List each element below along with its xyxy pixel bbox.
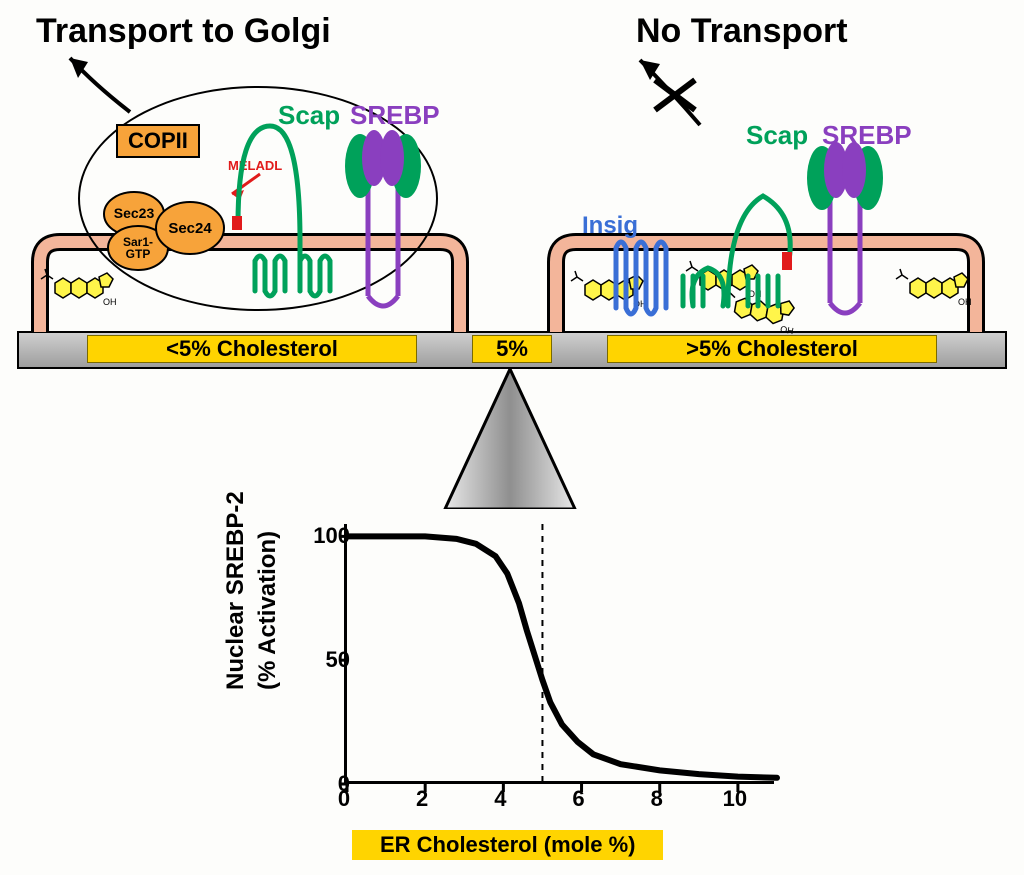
beam-center-label: 5% xyxy=(472,335,552,363)
beam-left-label: <5% Cholesterol xyxy=(87,335,417,363)
title-right: No Transport xyxy=(636,12,848,51)
balance-fulcrum xyxy=(440,369,580,509)
beam-right-label: >5% Cholesterol xyxy=(607,335,937,363)
srebp-left xyxy=(338,116,438,316)
srebp-label-right: SREBP xyxy=(822,120,912,151)
scap-right xyxy=(668,156,808,321)
chart-plot-area xyxy=(344,524,774,784)
srebp-label-left: SREBP xyxy=(350,100,440,131)
insig-label: Insig xyxy=(582,212,638,240)
title-left: Transport to Golgi xyxy=(36,12,331,51)
chart-ylabel-2: (% Activation) xyxy=(254,531,282,690)
chart-ylabel-1: Nuclear SREBP-2 xyxy=(222,491,250,690)
chart-xlabel: ER Cholesterol (mole %) xyxy=(352,830,663,860)
scap-left xyxy=(230,106,350,316)
copii-tag: COPII xyxy=(116,124,200,158)
scap-label-left: Scap xyxy=(278,100,340,131)
balance-beam: <5% Cholesterol 5% >5% Cholesterol xyxy=(17,331,1007,369)
svg-text:Sec24: Sec24 xyxy=(168,220,212,237)
svg-text:Sec23: Sec23 xyxy=(114,205,155,221)
scap-label-right: Scap xyxy=(746,120,808,151)
activation-chart: Nuclear SREBP-2 (% Activation) ER Choles… xyxy=(232,520,792,860)
svg-text:GTP: GTP xyxy=(126,247,151,261)
srebp-right xyxy=(800,128,900,323)
